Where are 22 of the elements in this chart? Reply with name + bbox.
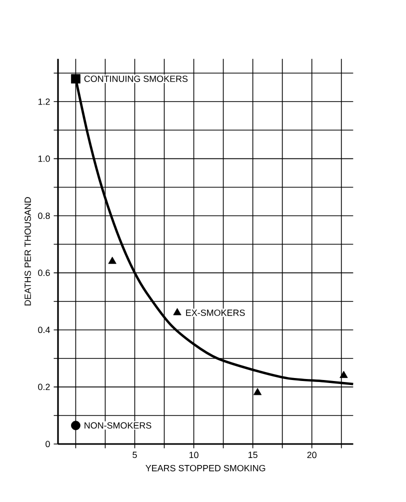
point xyxy=(173,308,182,316)
x-tick-label: 15 xyxy=(248,452,258,458)
point xyxy=(71,74,80,84)
y-tick-label: 1.2 xyxy=(38,98,50,105)
x-tick-label: 20 xyxy=(307,452,316,458)
y-tick-label: 0.4 xyxy=(38,326,50,334)
point xyxy=(340,370,348,378)
series-label: CONTINUING SMOKERS xyxy=(84,76,188,82)
y-tick-label: 0.8 xyxy=(38,212,50,219)
y-tick-label: 0 xyxy=(46,440,50,448)
point xyxy=(253,388,262,396)
point xyxy=(71,420,80,430)
series-label: EX-SMOKERS xyxy=(186,310,245,316)
x-axis-title: YEARS STOPPED SMOKING xyxy=(146,464,266,472)
series-label: NON-SMOKERS xyxy=(84,422,152,429)
x-tick-label: 5 xyxy=(132,452,137,458)
point xyxy=(108,256,116,264)
y-tick-label: 0.6 xyxy=(38,270,50,276)
x-tick-label: 10 xyxy=(189,452,198,458)
y-tick-label: 1.0 xyxy=(38,156,50,162)
y-axis-title: DEATHS PER THOUSAND xyxy=(24,197,31,306)
y-tick-label: 0.2 xyxy=(38,384,50,390)
